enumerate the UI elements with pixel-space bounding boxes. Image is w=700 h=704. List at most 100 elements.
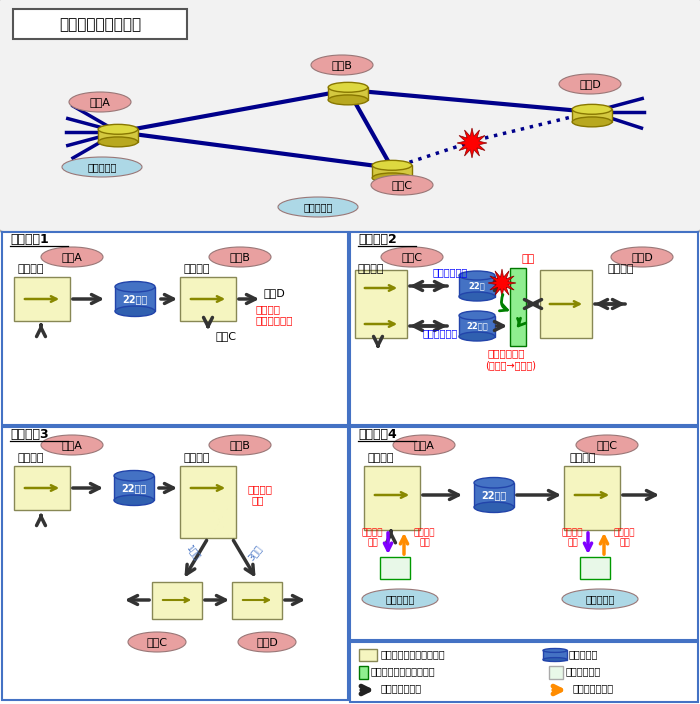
Polygon shape — [457, 128, 487, 158]
Ellipse shape — [572, 117, 612, 127]
Text: 空間多重光パス: 空間多重光パス — [381, 683, 422, 693]
FancyBboxPatch shape — [0, 0, 700, 232]
Ellipse shape — [41, 435, 103, 455]
Ellipse shape — [576, 435, 638, 455]
Ellipse shape — [572, 104, 612, 114]
Ellipse shape — [393, 435, 455, 455]
Polygon shape — [488, 269, 516, 297]
Bar — [474, 483, 514, 508]
Text: 都市D: 都市D — [256, 637, 278, 647]
Ellipse shape — [209, 435, 271, 455]
Text: 光ノード: 光ノード — [184, 264, 211, 274]
Ellipse shape — [328, 82, 368, 92]
Text: 都市B: 都市B — [332, 60, 352, 70]
Text: 都市A: 都市A — [62, 252, 83, 262]
Bar — [328, 87, 368, 100]
Ellipse shape — [69, 92, 131, 112]
Text: 方向D: 方向D — [264, 288, 286, 298]
Text: 都市A: 都市A — [62, 440, 83, 450]
Ellipse shape — [98, 137, 138, 147]
Text: 都市C: 都市C — [146, 637, 167, 647]
Bar — [2, 427, 348, 700]
Text: 周辺市町村: 周辺市町村 — [385, 594, 414, 604]
Text: 周辺市町村: 周辺市町村 — [303, 202, 332, 212]
Text: 都市A: 都市A — [414, 440, 435, 450]
Ellipse shape — [311, 55, 373, 75]
Text: パターン1: パターン1 — [10, 233, 49, 246]
Bar — [180, 277, 236, 321]
Text: 予備系のパス: 予備系のパス — [423, 328, 459, 338]
Bar — [380, 557, 410, 579]
Text: 光基幹ネットワーク: 光基幹ネットワーク — [59, 18, 141, 32]
Text: 1コア: 1コア — [185, 543, 202, 562]
Bar — [14, 466, 70, 510]
Ellipse shape — [371, 175, 433, 195]
Bar — [359, 649, 377, 661]
Ellipse shape — [372, 161, 412, 170]
Text: 光ノード: 光ノード — [184, 453, 211, 463]
Text: 光パスの: 光パスの — [414, 528, 435, 537]
Bar — [180, 466, 236, 538]
Ellipse shape — [128, 632, 186, 652]
Ellipse shape — [459, 332, 495, 341]
Text: (運用系→予備系): (運用系→予備系) — [485, 360, 536, 370]
Bar — [459, 275, 495, 296]
Ellipse shape — [115, 282, 155, 292]
Bar — [2, 232, 348, 425]
Bar — [359, 666, 368, 679]
Text: 光ノード: 光ノード — [367, 453, 393, 463]
Text: 都市B: 都市B — [230, 440, 251, 450]
Text: 22コア: 22コア — [482, 490, 507, 500]
Text: 光パスの: 光パスの — [248, 484, 273, 494]
Ellipse shape — [459, 271, 495, 280]
Ellipse shape — [238, 632, 296, 652]
Text: 周辺市町村: 周辺市町村 — [88, 162, 117, 172]
Bar — [572, 109, 612, 122]
Ellipse shape — [62, 157, 142, 177]
Bar — [459, 315, 495, 337]
Ellipse shape — [474, 477, 514, 488]
Bar — [510, 268, 526, 346]
Ellipse shape — [474, 502, 514, 513]
Bar — [540, 270, 592, 338]
Text: 分岐: 分岐 — [252, 495, 265, 505]
Text: 22コ: 22コ — [468, 282, 485, 291]
Text: 障害: 障害 — [522, 254, 536, 264]
Ellipse shape — [115, 306, 155, 317]
Text: パターン4: パターン4 — [358, 428, 397, 441]
Text: パターン2: パターン2 — [358, 233, 397, 246]
Text: 光パスの: 光パスの — [614, 528, 636, 537]
Ellipse shape — [459, 292, 495, 301]
Bar — [543, 650, 567, 660]
Text: 波長多重光パス: 波長多重光パス — [573, 683, 614, 693]
Text: 22コア: 22コア — [121, 483, 146, 493]
Text: 都市A: 都市A — [90, 97, 111, 107]
Ellipse shape — [559, 74, 621, 94]
Text: 波長スイッチ: 波長スイッチ — [566, 666, 601, 676]
Text: 光ノード: 光ノード — [18, 453, 45, 463]
Text: 都市D: 都市D — [579, 79, 601, 89]
Text: 合流: 合流 — [620, 538, 631, 547]
Text: 3コア: 3コア — [246, 543, 263, 562]
Text: 都市D: 都市D — [631, 252, 653, 262]
Bar — [549, 666, 563, 679]
Bar — [350, 642, 698, 702]
Bar — [232, 582, 282, 619]
Bar — [152, 582, 202, 619]
Text: 光パスの: 光パスの — [362, 528, 384, 537]
Ellipse shape — [459, 311, 495, 320]
Text: 22コア: 22コア — [122, 294, 148, 304]
Text: 光ノード: 光ノード — [570, 453, 596, 463]
Ellipse shape — [278, 197, 358, 217]
Text: 光パスの: 光パスの — [562, 528, 584, 537]
Text: 22コア: 22コア — [466, 322, 488, 330]
Ellipse shape — [562, 589, 638, 609]
Text: パターン3: パターン3 — [10, 428, 48, 441]
Text: 都市B: 都市B — [230, 252, 251, 262]
Text: スイッチング: スイッチング — [256, 315, 293, 325]
Text: 都市C: 都市C — [391, 180, 412, 190]
Text: 都市C: 都市C — [402, 252, 423, 262]
Text: 周辺市町村: 周辺市町村 — [585, 594, 615, 604]
Text: 光パススイッチシステム: 光パススイッチシステム — [381, 649, 446, 659]
Text: 分岐: 分岐 — [368, 538, 379, 547]
